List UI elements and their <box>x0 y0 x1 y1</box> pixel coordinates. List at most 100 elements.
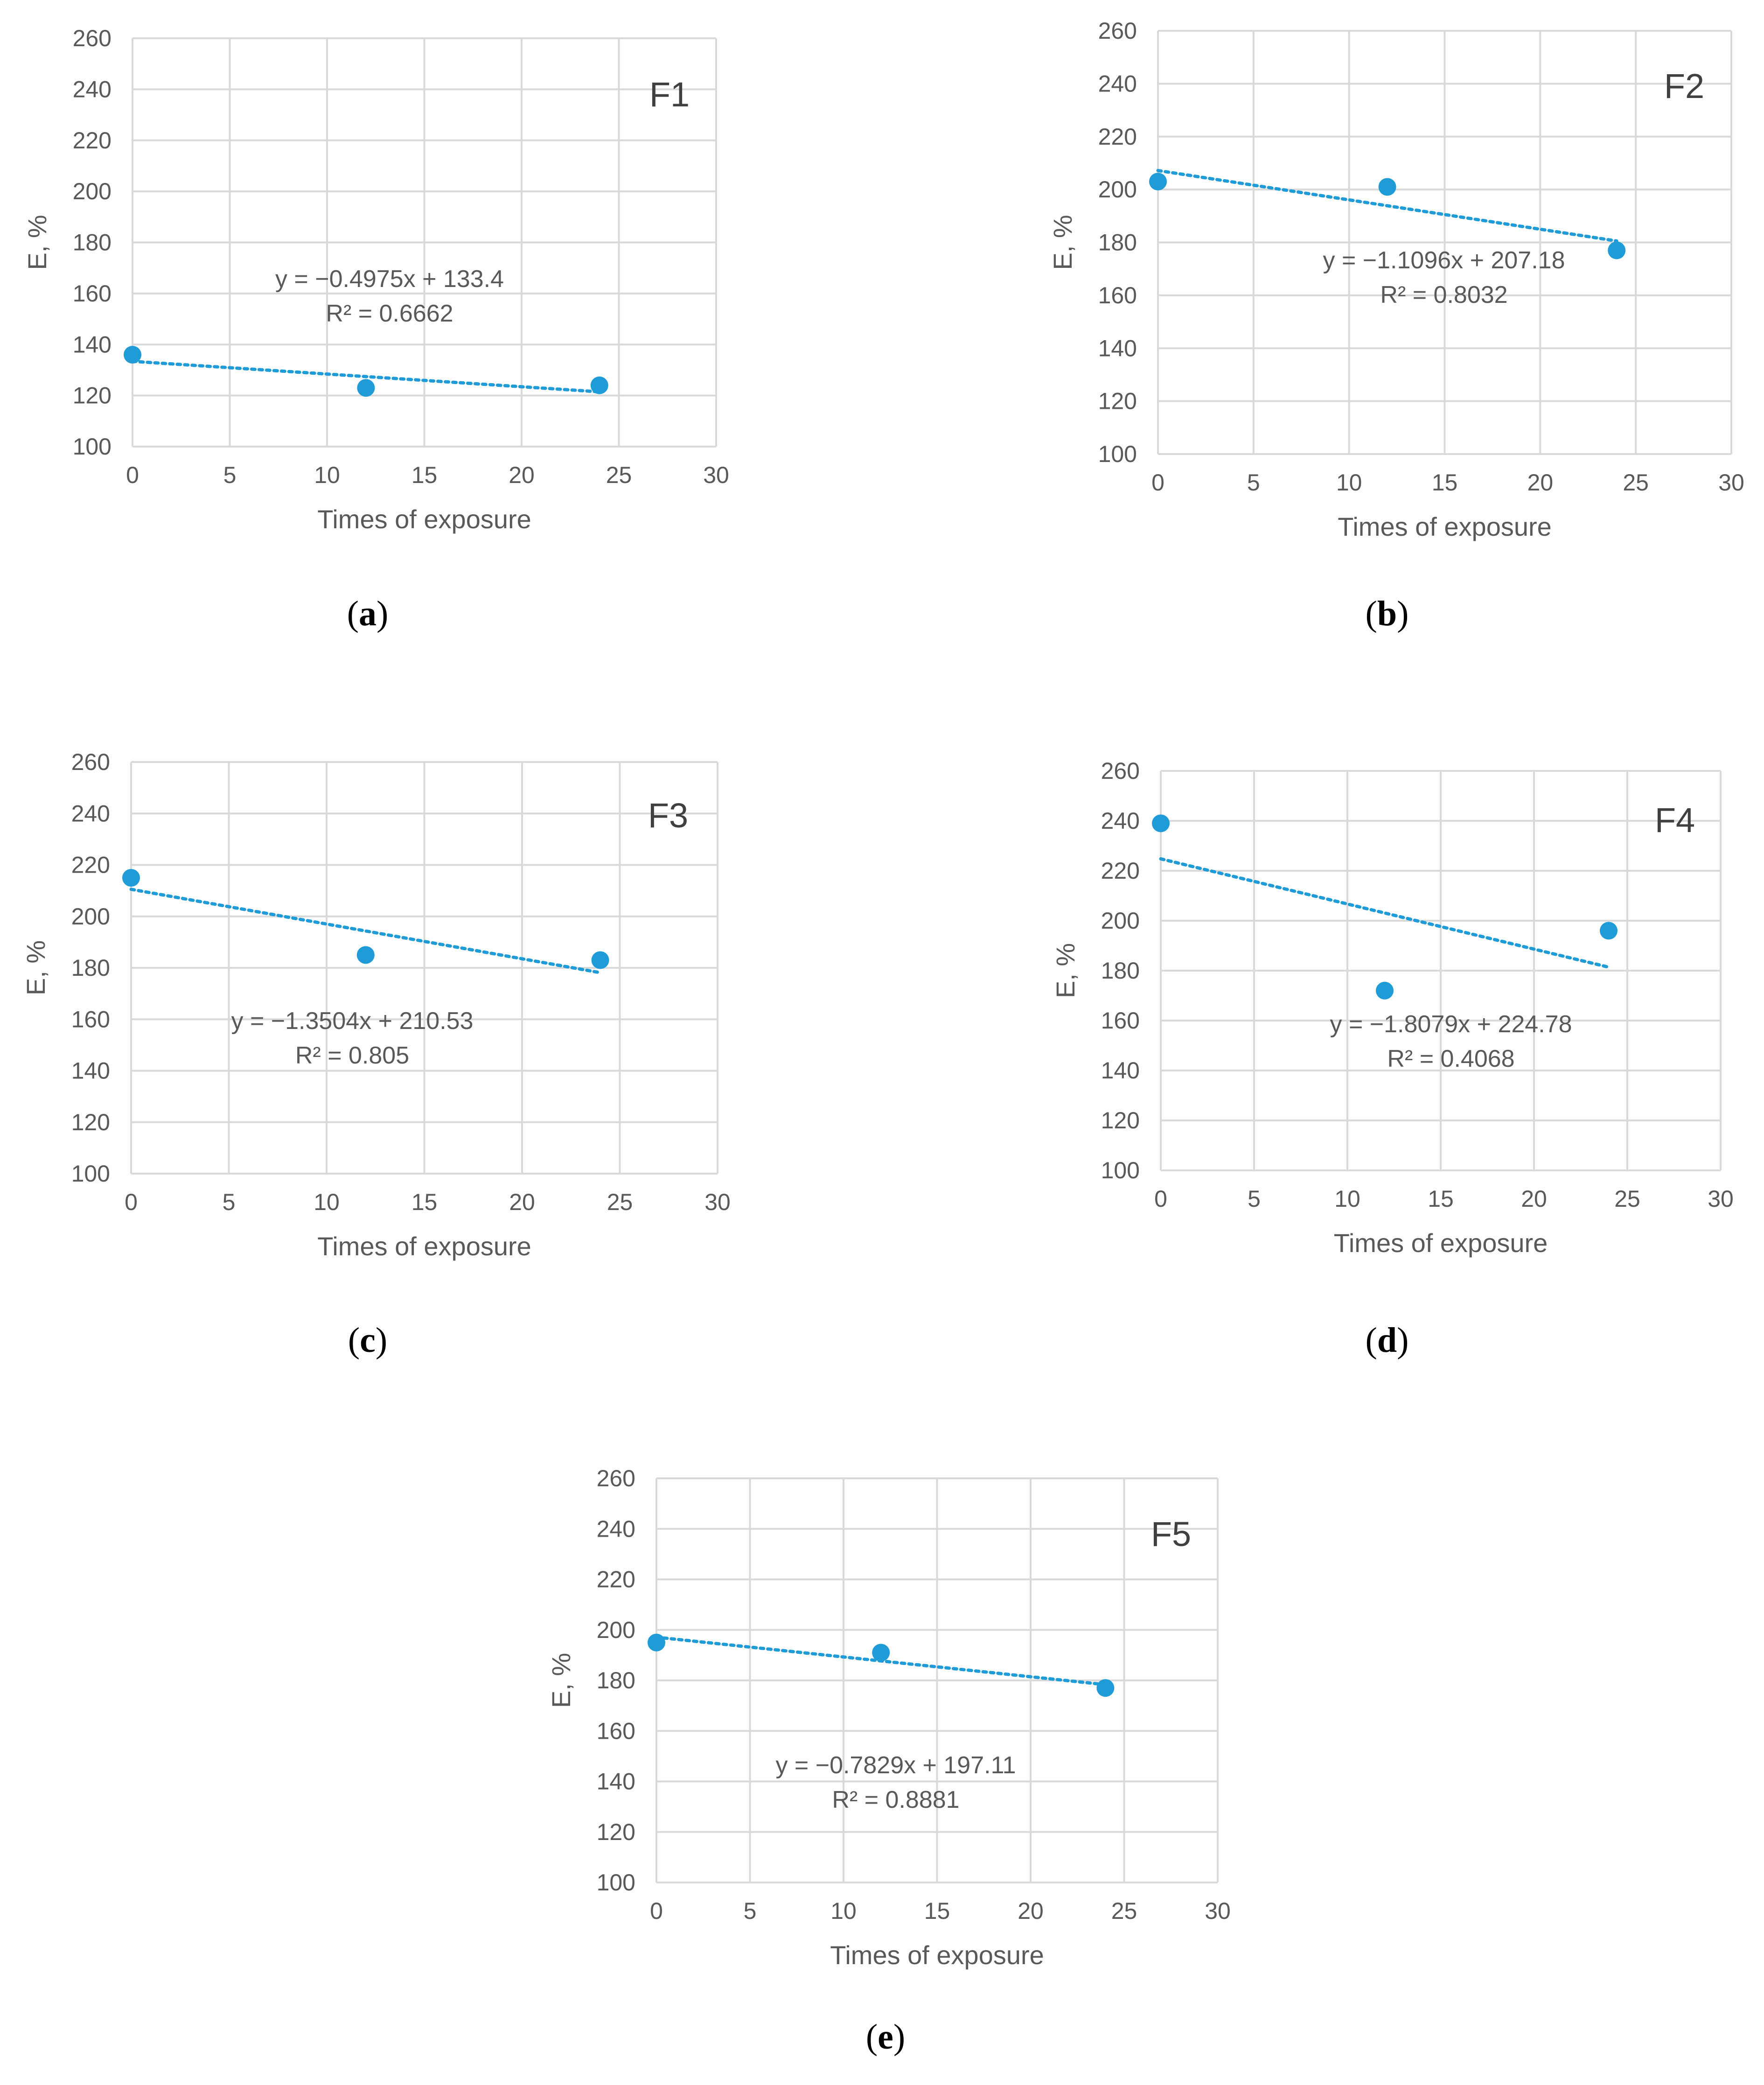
y-tick-label: 160 <box>1098 282 1137 308</box>
y-tick-label: 200 <box>1098 176 1137 203</box>
chart-panel-d: 100 120 140 160 180 200 220 240 260 0 5 10 15 20 25 30 T… <box>1051 758 1734 1360</box>
r-squared-label: R² = 0.4068 <box>1387 1045 1514 1072</box>
y-tick-label: 120 <box>1098 388 1137 414</box>
series-label: F4 <box>1655 801 1695 840</box>
y-tick-label: 160 <box>597 1718 635 1744</box>
trendline-equation: y = −1.1096x + 207.18 <box>1323 247 1565 274</box>
x-tick-label: 0 <box>650 1898 663 1924</box>
series-label: F1 <box>649 75 690 114</box>
x-tick-label: 10 <box>830 1898 857 1924</box>
panel-caption: (b) <box>1366 594 1409 633</box>
y-tick-label: 260 <box>73 25 112 51</box>
trendline-equation: y = −1.3504x + 210.53 <box>231 1008 474 1035</box>
x-tick-label: 0 <box>125 1189 138 1215</box>
y-tick-label: 100 <box>1101 1157 1140 1183</box>
y-tick-label: 260 <box>1098 18 1137 44</box>
y-tick-label: 200 <box>1101 908 1140 934</box>
x-tick-label: 25 <box>1623 469 1649 496</box>
data-point <box>1096 1679 1115 1697</box>
y-axis-title: E, % <box>546 1653 576 1708</box>
x-tick-label: 30 <box>1205 1898 1231 1924</box>
series-label: F5 <box>1151 1515 1191 1553</box>
data-point <box>591 951 609 969</box>
y-tick-label: 180 <box>1101 958 1140 984</box>
x-tick-label: 10 <box>314 1189 340 1215</box>
y-tick-label: 240 <box>597 1516 635 1542</box>
data-point <box>1600 922 1618 940</box>
y-tick-label: 180 <box>71 955 110 981</box>
y-tick-label: 140 <box>1098 335 1137 361</box>
y-tick-label: 160 <box>73 280 112 307</box>
x-tick-label: 20 <box>509 1189 535 1215</box>
data-point <box>1608 241 1626 259</box>
y-tick-label: 100 <box>597 1869 635 1896</box>
x-tick-label: 15 <box>411 462 438 488</box>
x-tick-label: 25 <box>606 462 632 488</box>
y-tick-label: 260 <box>1101 758 1140 784</box>
r-squared-label: R² = 0.8881 <box>832 1786 959 1813</box>
y-tick-label: 140 <box>1101 1057 1140 1084</box>
trendline-equation: y = −0.4975x + 133.4 <box>275 266 504 293</box>
data-point <box>356 946 375 964</box>
r-squared-label: R² = 0.805 <box>295 1042 409 1069</box>
chart-panel-a: 100 120 140 160 180 200 220 240 260 0 5 10 15 20 25 30 T… <box>22 25 729 633</box>
y-tick-label: 240 <box>71 800 110 826</box>
x-tick-label: 15 <box>411 1189 438 1215</box>
y-tick-label: 120 <box>597 1819 635 1845</box>
y-tick-label: 220 <box>1098 124 1137 150</box>
data-point <box>1376 981 1394 1000</box>
y-axis-title: E, % <box>1051 943 1080 998</box>
y-tick-label: 200 <box>71 903 110 930</box>
data-point <box>124 346 141 364</box>
x-tick-label: 15 <box>1432 469 1458 496</box>
trendline <box>131 359 601 394</box>
chart-panel-b: 100 120 140 160 180 200 220 240 260 0 5 10 15 20 25 30 T… <box>1048 18 1744 633</box>
x-axis-title: Times of exposure <box>830 1940 1044 1970</box>
x-tick-label: 20 <box>1521 1186 1547 1212</box>
data-point <box>590 376 608 394</box>
trendline-equation: y = −0.7829x + 197.11 <box>775 1752 1016 1779</box>
x-tick-label: 0 <box>1151 469 1164 496</box>
x-tick-label: 10 <box>1336 469 1362 496</box>
y-tick-label: 180 <box>597 1667 635 1693</box>
y-tick-label: 140 <box>597 1769 635 1795</box>
data-point <box>357 379 375 397</box>
y-tick-label: 240 <box>73 76 112 102</box>
panel-caption: (e) <box>866 2017 905 2057</box>
y-tick-label: 100 <box>73 434 112 460</box>
trendline <box>1159 857 1611 969</box>
panel-caption: (d) <box>1366 1321 1409 1360</box>
x-axis-title: Times of exposure <box>1338 512 1552 541</box>
data-point <box>1378 178 1396 196</box>
x-tick-label: 15 <box>924 1898 950 1924</box>
y-tick-label: 200 <box>73 178 112 204</box>
y-tick-label: 160 <box>71 1006 110 1032</box>
y-tick-label: 220 <box>71 852 110 878</box>
y-tick-label: 100 <box>1098 441 1137 467</box>
x-tick-label: 30 <box>704 1189 731 1215</box>
x-tick-label: 10 <box>314 462 340 488</box>
y-tick-label: 220 <box>597 1567 635 1593</box>
y-tick-label: 220 <box>73 127 112 154</box>
y-tick-label: 140 <box>73 331 112 357</box>
x-tick-label: 30 <box>1718 469 1744 496</box>
data-point <box>1149 173 1167 191</box>
series-label: F3 <box>648 796 688 835</box>
r-squared-label: R² = 0.8032 <box>1380 281 1507 308</box>
y-tick-label: 160 <box>1101 1008 1140 1034</box>
data-point <box>122 869 140 887</box>
trendline <box>129 888 602 974</box>
panel-caption: (a) <box>347 594 389 633</box>
y-tick-label: 260 <box>597 1465 635 1491</box>
y-tick-label: 120 <box>73 383 112 409</box>
x-tick-label: 0 <box>1154 1186 1167 1212</box>
x-axis-title: Times of exposure <box>317 504 531 534</box>
y-tick-label: 200 <box>597 1617 635 1643</box>
data-point <box>1152 814 1170 833</box>
data-point <box>872 1644 890 1662</box>
x-tick-label: 15 <box>1428 1186 1454 1212</box>
x-tick-label: 5 <box>223 1189 236 1215</box>
r-squared-label: R² = 0.6662 <box>326 300 453 327</box>
y-axis-title: E, % <box>1048 215 1077 270</box>
